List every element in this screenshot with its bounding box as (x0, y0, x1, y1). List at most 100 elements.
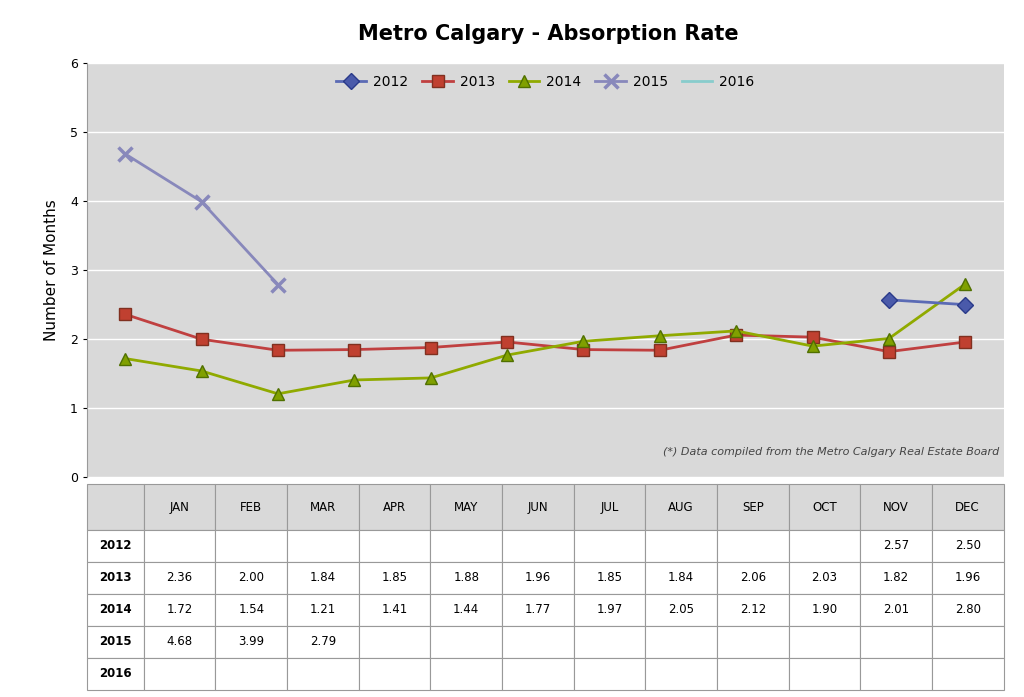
2014 (883, 335, 895, 343)
2013 (883, 348, 895, 356)
2013 (653, 346, 666, 355)
2014 (119, 354, 131, 362)
2014 (959, 279, 972, 288)
Bar (143, 626, 215, 658)
Bar (287, 658, 358, 690)
Bar (358, 484, 430, 530)
Bar (717, 484, 788, 530)
Line: 2013: 2013 (120, 309, 971, 357)
Bar (358, 626, 430, 658)
Text: OCT: OCT (812, 500, 837, 514)
Bar (143, 658, 215, 690)
2013 (196, 335, 208, 344)
Text: 1.97: 1.97 (596, 604, 623, 616)
Text: 2.79: 2.79 (310, 636, 336, 648)
Text: (*) Data compiled from the Metro Calgary Real Estate Board: (*) Data compiled from the Metro Calgary… (663, 447, 999, 457)
Text: 2013: 2013 (99, 572, 132, 584)
Bar (87, 626, 143, 658)
Bar (143, 530, 215, 562)
Bar (573, 562, 645, 594)
Text: 1.84: 1.84 (310, 572, 336, 584)
Bar (860, 530, 932, 562)
2012 (959, 300, 972, 309)
Text: MAY: MAY (454, 500, 478, 514)
2013 (425, 344, 437, 352)
Text: 1.85: 1.85 (382, 572, 408, 584)
Bar (645, 594, 717, 626)
Text: 1.90: 1.90 (811, 604, 838, 616)
Bar (932, 562, 1004, 594)
2013 (959, 338, 972, 346)
2014 (653, 332, 666, 340)
Text: JUL: JUL (600, 500, 618, 514)
Bar (143, 594, 215, 626)
Bar (287, 530, 358, 562)
Bar (502, 562, 573, 594)
Legend: 2012, 2013, 2014, 2015, 2016: 2012, 2013, 2014, 2015, 2016 (331, 70, 760, 95)
2013 (348, 346, 360, 354)
2015 (119, 150, 131, 158)
Text: 1.88: 1.88 (454, 572, 479, 584)
2013 (119, 310, 131, 319)
Bar (87, 658, 143, 690)
Text: 1.96: 1.96 (954, 572, 981, 584)
2014 (271, 390, 284, 398)
2015 (271, 280, 284, 289)
Text: 2.57: 2.57 (883, 539, 909, 552)
Bar (788, 530, 860, 562)
Bar (573, 594, 645, 626)
2013 (501, 338, 513, 346)
Bar (502, 658, 573, 690)
Text: FEB: FEB (241, 500, 262, 514)
Bar (860, 562, 932, 594)
Bar (573, 626, 645, 658)
Bar (788, 658, 860, 690)
Bar (502, 594, 573, 626)
Text: 2.01: 2.01 (883, 604, 909, 616)
Bar (788, 484, 860, 530)
Bar (788, 594, 860, 626)
Bar (717, 626, 788, 658)
Line: 2012: 2012 (884, 294, 971, 310)
Bar (502, 530, 573, 562)
Text: DEC: DEC (955, 500, 980, 514)
2014 (730, 327, 742, 335)
Bar (430, 594, 502, 626)
Bar (860, 594, 932, 626)
Bar (645, 626, 717, 658)
2015 (196, 197, 208, 206)
Y-axis label: Number of Months: Number of Months (44, 199, 59, 341)
Bar (717, 562, 788, 594)
Text: JUN: JUN (527, 500, 548, 514)
Bar (502, 484, 573, 530)
Text: 2.05: 2.05 (668, 604, 694, 616)
Text: APR: APR (383, 500, 407, 514)
Text: 2012: 2012 (99, 539, 132, 552)
Bar (430, 530, 502, 562)
Bar (215, 594, 287, 626)
Text: 2.36: 2.36 (167, 572, 193, 584)
Bar (358, 562, 430, 594)
Bar (287, 562, 358, 594)
Bar (717, 530, 788, 562)
Text: 1.84: 1.84 (668, 572, 694, 584)
Bar (87, 594, 143, 626)
Text: 2.06: 2.06 (739, 572, 766, 584)
Line: 2014: 2014 (119, 277, 972, 400)
Text: 2.03: 2.03 (811, 572, 838, 584)
Bar (932, 626, 1004, 658)
Bar (645, 562, 717, 594)
2013 (578, 346, 590, 354)
Bar (287, 594, 358, 626)
2014 (196, 367, 208, 375)
Bar (430, 626, 502, 658)
Bar (87, 562, 143, 594)
Bar (573, 530, 645, 562)
Bar (358, 530, 430, 562)
2013 (730, 331, 742, 339)
Bar (860, 658, 932, 690)
Text: 4.68: 4.68 (167, 636, 193, 648)
Bar (287, 626, 358, 658)
Bar (215, 626, 287, 658)
Text: 2015: 2015 (99, 636, 132, 648)
